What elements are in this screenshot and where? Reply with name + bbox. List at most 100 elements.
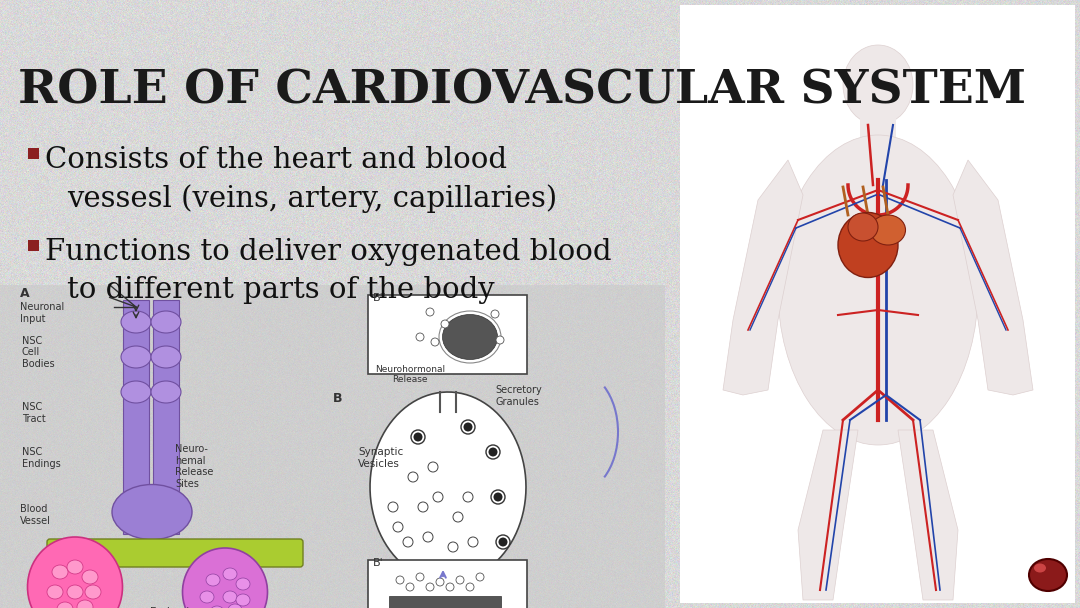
Text: Neuro-
hemal
Release
Sites: Neuro- hemal Release Sites (175, 444, 214, 489)
Ellipse shape (418, 502, 428, 512)
FancyBboxPatch shape (389, 596, 501, 608)
FancyBboxPatch shape (123, 300, 149, 534)
Ellipse shape (121, 381, 151, 403)
Text: Secretory
Granules: Secretory Granules (495, 385, 542, 407)
FancyBboxPatch shape (0, 285, 665, 608)
Text: A: A (21, 287, 29, 300)
Ellipse shape (870, 215, 905, 245)
Polygon shape (370, 392, 526, 582)
Ellipse shape (151, 346, 181, 368)
Ellipse shape (443, 314, 498, 359)
Text: NSC
Endings: NSC Endings (22, 447, 60, 469)
Text: Blood
Vessel: Blood Vessel (21, 505, 51, 526)
Text: Functions to deliver oxygenated blood: Functions to deliver oxygenated blood (45, 238, 611, 266)
Polygon shape (798, 430, 858, 600)
FancyBboxPatch shape (860, 118, 896, 153)
Ellipse shape (228, 604, 242, 608)
Ellipse shape (403, 537, 413, 547)
Ellipse shape (151, 381, 181, 403)
Ellipse shape (82, 570, 98, 584)
Ellipse shape (433, 492, 443, 502)
Ellipse shape (206, 574, 220, 586)
Ellipse shape (388, 502, 399, 512)
Ellipse shape (468, 537, 478, 547)
Ellipse shape (465, 583, 474, 591)
Polygon shape (953, 160, 1032, 395)
Ellipse shape (48, 585, 63, 599)
Ellipse shape (463, 423, 473, 432)
Ellipse shape (491, 490, 505, 504)
Ellipse shape (183, 548, 268, 608)
Ellipse shape (448, 542, 458, 552)
Ellipse shape (393, 522, 403, 532)
Ellipse shape (416, 573, 424, 581)
Text: vessesl (veins, artery, capillaries): vessesl (veins, artery, capillaries) (67, 184, 557, 213)
Ellipse shape (27, 537, 122, 608)
Ellipse shape (416, 333, 424, 341)
Ellipse shape (848, 213, 878, 241)
Ellipse shape (426, 308, 434, 316)
Ellipse shape (426, 583, 434, 591)
Ellipse shape (121, 311, 151, 333)
Text: B: B (333, 392, 342, 405)
Ellipse shape (408, 472, 418, 482)
Ellipse shape (423, 532, 433, 542)
Ellipse shape (463, 492, 473, 502)
Ellipse shape (396, 576, 404, 584)
FancyBboxPatch shape (153, 300, 179, 534)
Ellipse shape (112, 485, 192, 539)
Ellipse shape (67, 585, 83, 599)
Ellipse shape (210, 606, 224, 608)
Text: NSC
Cell
Bodies: NSC Cell Bodies (22, 336, 55, 369)
Ellipse shape (77, 600, 93, 608)
Ellipse shape (52, 565, 68, 579)
Ellipse shape (222, 568, 237, 580)
Ellipse shape (222, 591, 237, 603)
Text: to different parts of the body: to different parts of the body (67, 276, 495, 304)
Ellipse shape (499, 537, 508, 547)
Polygon shape (723, 160, 804, 395)
Ellipse shape (486, 445, 500, 459)
Ellipse shape (461, 420, 475, 434)
Ellipse shape (453, 512, 463, 522)
Ellipse shape (476, 573, 484, 581)
Ellipse shape (406, 583, 414, 591)
FancyBboxPatch shape (368, 295, 527, 374)
Ellipse shape (491, 310, 499, 318)
Ellipse shape (838, 213, 897, 277)
Ellipse shape (67, 560, 83, 574)
Ellipse shape (200, 591, 214, 603)
Text: Neuronal
Input: Neuronal Input (21, 302, 64, 324)
Ellipse shape (428, 462, 438, 472)
Ellipse shape (496, 336, 504, 344)
Ellipse shape (494, 492, 502, 502)
Polygon shape (897, 430, 958, 600)
Ellipse shape (237, 578, 249, 590)
Ellipse shape (436, 578, 444, 586)
Ellipse shape (843, 45, 913, 125)
Text: B': B' (373, 558, 383, 568)
Ellipse shape (121, 346, 151, 368)
Text: NSC
Tract: NSC Tract (22, 402, 45, 424)
Ellipse shape (431, 338, 438, 346)
Text: Neurohormonal
Release: Neurohormonal Release (375, 365, 445, 384)
Ellipse shape (237, 594, 249, 606)
Ellipse shape (57, 602, 73, 608)
FancyBboxPatch shape (28, 240, 39, 251)
Ellipse shape (85, 585, 102, 599)
Text: ROLE OF CARDIOVASCULAR SYSTEM: ROLE OF CARDIOVASCULAR SYSTEM (18, 68, 1026, 114)
FancyBboxPatch shape (48, 539, 303, 567)
Text: B'': B'' (373, 293, 387, 303)
Ellipse shape (411, 430, 426, 444)
Ellipse shape (151, 311, 181, 333)
FancyBboxPatch shape (28, 148, 39, 159)
FancyBboxPatch shape (680, 5, 1075, 603)
Ellipse shape (446, 583, 454, 591)
Ellipse shape (456, 576, 464, 584)
Ellipse shape (1034, 564, 1047, 573)
Ellipse shape (488, 447, 498, 457)
Ellipse shape (1029, 559, 1067, 591)
Text: Consists of the heart and blood: Consists of the heart and blood (45, 146, 507, 174)
Ellipse shape (496, 535, 510, 549)
FancyBboxPatch shape (368, 560, 527, 608)
